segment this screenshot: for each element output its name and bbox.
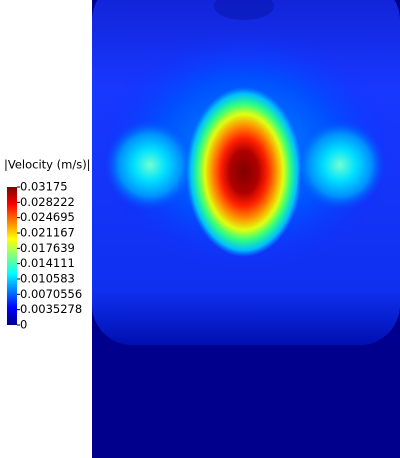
colorbar-tick-label: 0.024695 bbox=[20, 210, 75, 224]
colorbar-title: |Velocity (m/s)| bbox=[4, 158, 91, 172]
colorbar-tick-label: 0.021167 bbox=[20, 225, 75, 239]
colorbar-scale bbox=[7, 187, 17, 325]
colorbar-tick-label: 0.0070556 bbox=[20, 287, 82, 301]
colorbar-tick-label: 0.014111 bbox=[20, 256, 75, 270]
colorbar-tick-label: 0.0035278 bbox=[20, 302, 82, 316]
colorbar-tick-label: 0.017639 bbox=[20, 241, 75, 255]
colorbar-tick-label: 0.028222 bbox=[20, 195, 75, 209]
colorbar-tick-label: 0 bbox=[20, 318, 27, 332]
colorbar-tick-label: 0.03175 bbox=[20, 180, 68, 194]
colorbar: 0.031750.0282220.0246950.0211670.0176390… bbox=[7, 180, 82, 332]
velocity-field bbox=[92, 0, 400, 458]
colorbar-tick-label: 0.010583 bbox=[20, 272, 75, 286]
